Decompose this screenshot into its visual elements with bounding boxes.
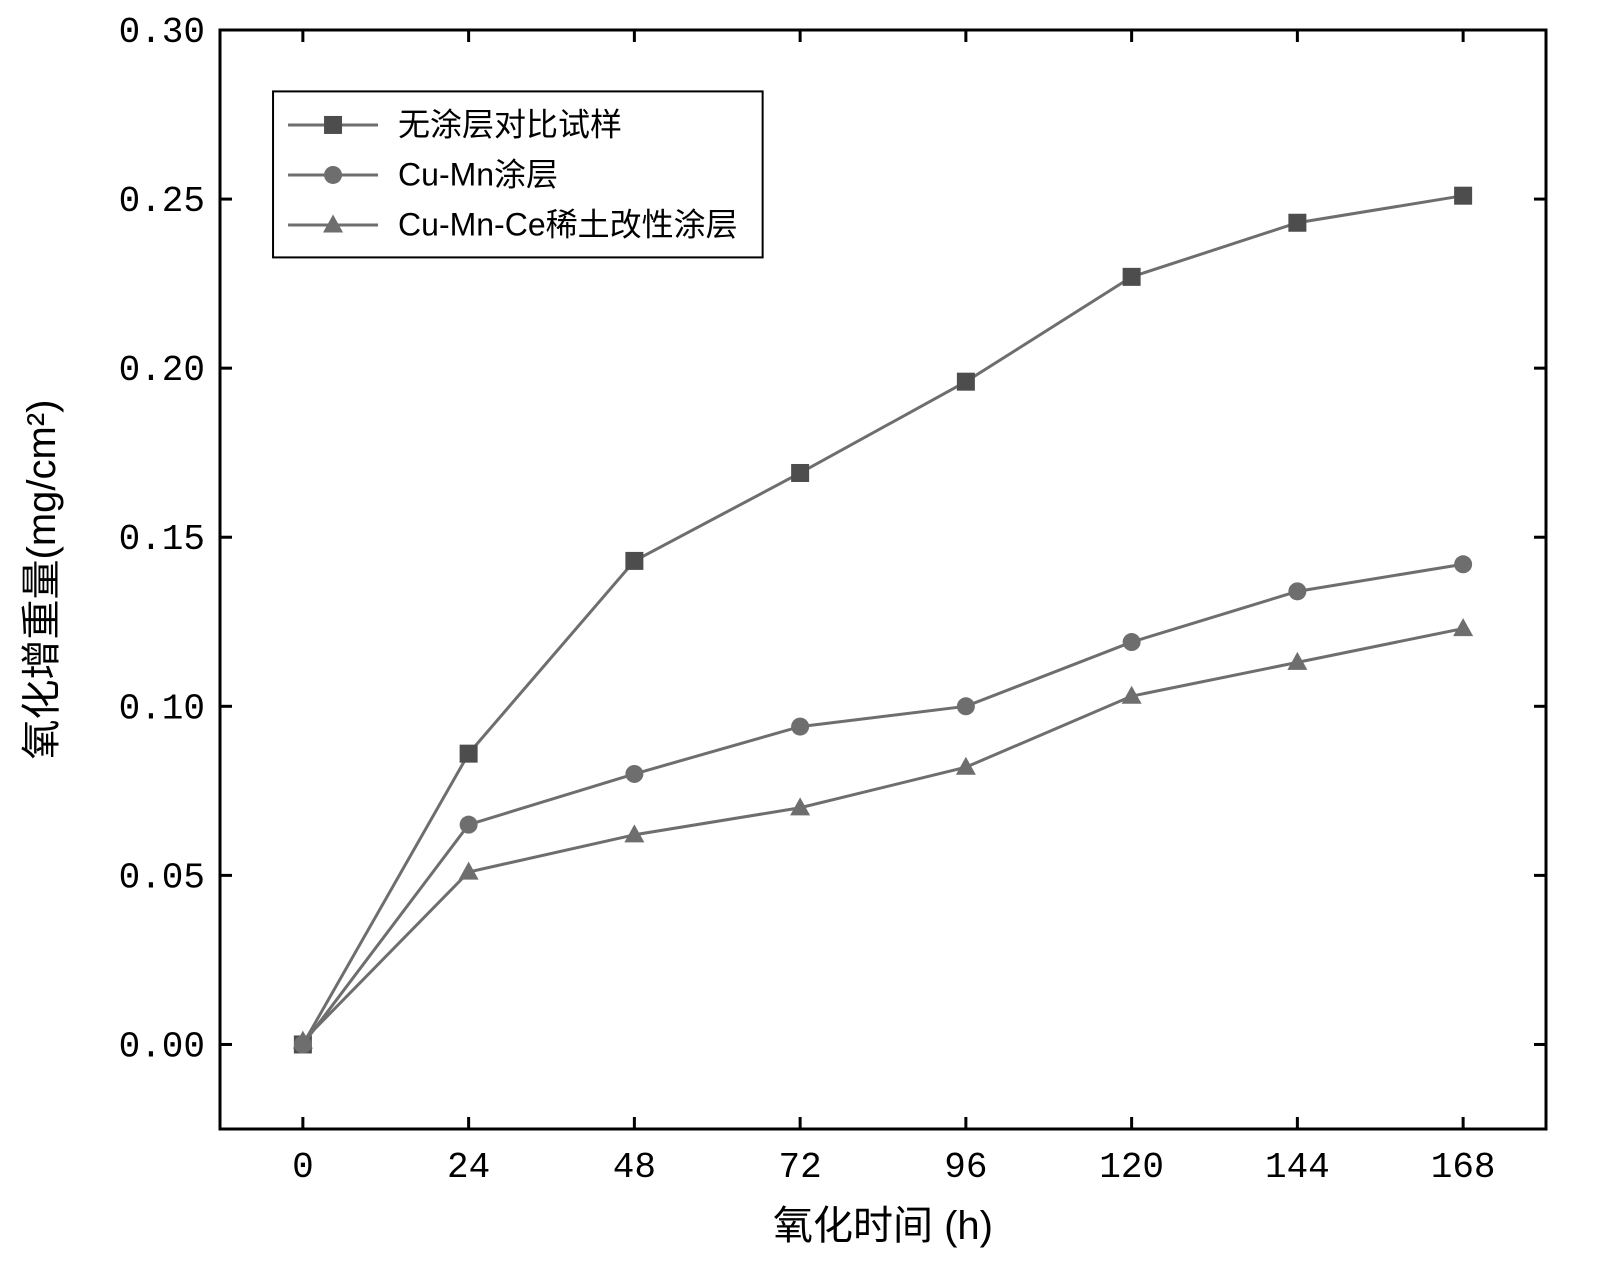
y-tick-label: 0.25 <box>119 181 205 222</box>
x-axis-label: 氧化时间 (h) <box>773 1204 993 1248</box>
y-tick-label: 0.15 <box>119 519 205 560</box>
y-tick-label: 0.00 <box>119 1026 205 1067</box>
x-tick-label: 96 <box>944 1147 987 1188</box>
marker-square <box>1454 187 1472 205</box>
chart-background <box>0 0 1606 1279</box>
marker-circle <box>791 718 809 736</box>
marker-square <box>324 116 342 134</box>
x-tick-label: 0 <box>292 1147 314 1188</box>
marker-circle <box>1288 582 1306 600</box>
marker-circle <box>460 816 478 834</box>
marker-square <box>957 373 975 391</box>
marker-square <box>625 552 643 570</box>
marker-circle <box>1454 555 1472 573</box>
legend-label: 无涂层对比试样 <box>398 106 622 142</box>
marker-circle <box>957 697 975 715</box>
x-tick-label: 48 <box>613 1147 656 1188</box>
marker-circle <box>324 166 342 184</box>
marker-circle <box>625 765 643 783</box>
y-tick-label: 0.10 <box>119 688 205 729</box>
marker-square <box>460 745 478 763</box>
marker-square <box>1123 268 1141 286</box>
y-axis-label: 氧化增重量(mg/cm²) <box>20 400 64 760</box>
legend-label: Cu-Mn涂层 <box>398 156 558 192</box>
x-tick-label: 144 <box>1265 1147 1330 1188</box>
marker-square <box>791 464 809 482</box>
marker-square <box>1288 214 1306 232</box>
x-tick-label: 168 <box>1431 1147 1496 1188</box>
x-tick-label: 120 <box>1099 1147 1164 1188</box>
marker-circle <box>1123 633 1141 651</box>
y-tick-label: 0.20 <box>119 350 205 391</box>
y-tick-label: 0.05 <box>119 857 205 898</box>
y-tick-label: 0.30 <box>119 12 205 53</box>
legend-label: Cu-Mn-Ce稀土改性涂层 <box>398 206 738 242</box>
oxidation-weight-gain-chart: 0 24 48 72 96 120 144 168 0.00 0.05 0.10 0.15 0.20 0.… <box>0 0 1606 1279</box>
chart-container: 0 24 48 72 96 120 144 168 0.00 0.05 0.10 0.15 0.20 0.… <box>0 0 1606 1279</box>
x-tick-label: 72 <box>779 1147 822 1188</box>
x-tick-label: 24 <box>447 1147 490 1188</box>
